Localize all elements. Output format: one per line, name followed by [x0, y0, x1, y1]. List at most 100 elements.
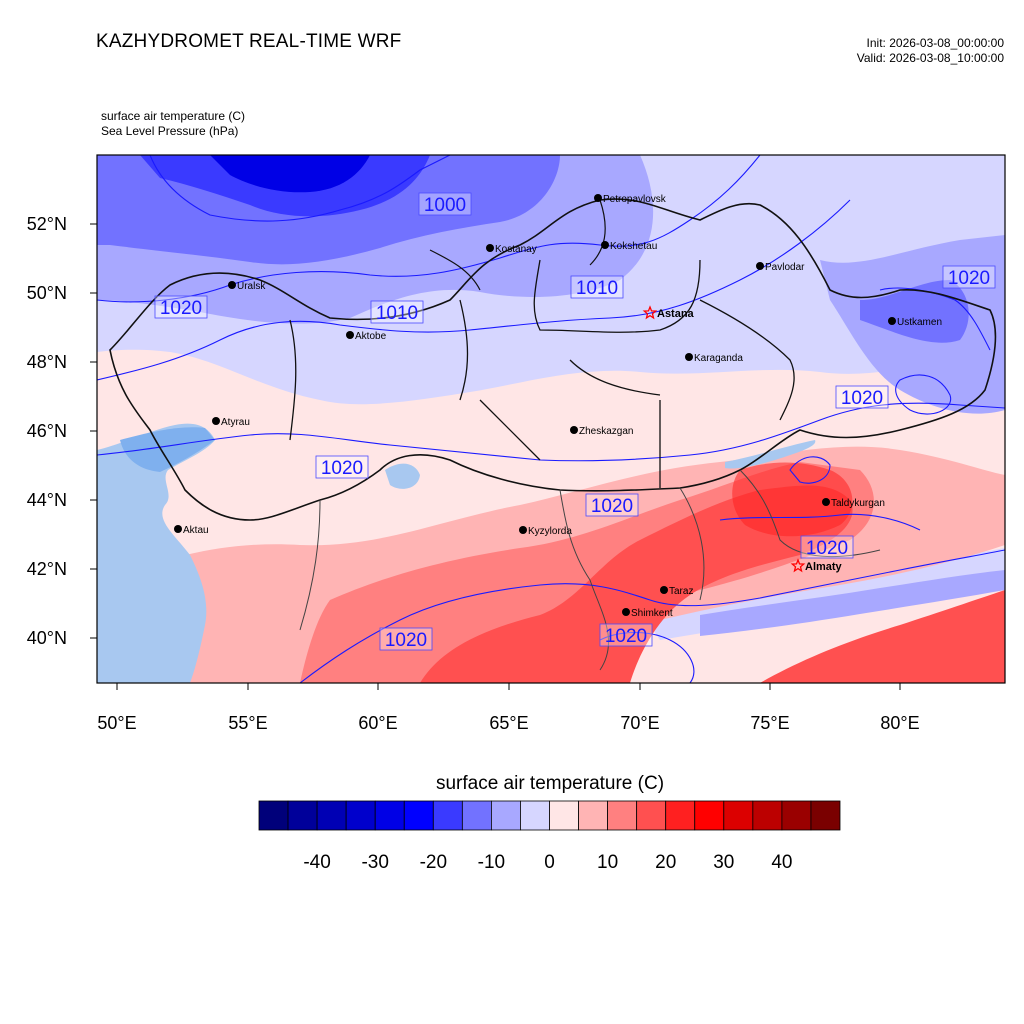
city-markers: Petropavlovsk Kostanay Kokshetau Pavlodar Ur… [174, 194, 942, 619]
isobar-label: 1020 [948, 268, 990, 289]
city-label: Shimkent [631, 608, 673, 619]
map-axes: 50°E 55°E 60°E 65°E 70°E 75°E 80°E 52°N 50°N 48°N… [27, 214, 920, 733]
isobar-label-box [379, 627, 433, 651]
city-label: Taldykurgan [831, 498, 885, 509]
isobar-label: 1020 [605, 626, 647, 647]
isobar-label: 1020 [806, 538, 848, 559]
borders [109, 198, 997, 671]
lat-tick-label: 44°N [27, 490, 67, 510]
city-label: Pavlodar [765, 262, 805, 273]
city-dot [594, 194, 602, 202]
colorbar-swatch [432, 800, 463, 831]
city-label: Taraz [669, 586, 693, 597]
isobar-label-box [585, 493, 639, 517]
lat-tick-label: 50°N [27, 283, 67, 303]
city-label: Aktobe [355, 331, 387, 342]
isobar-label-box [942, 265, 996, 289]
city-label: Karaganda [694, 353, 743, 364]
city-dot [822, 498, 830, 506]
lat-tick-label: 46°N [27, 421, 67, 441]
colorbar-tick-label: 10 [597, 852, 618, 873]
isobar-label-box [835, 385, 889, 409]
lon-tick-label: 80°E [880, 713, 919, 733]
city-dot [519, 526, 527, 534]
city-dot [228, 281, 236, 289]
city-label: Uralsk [237, 281, 266, 292]
colorbar-tick-label: 30 [713, 852, 734, 873]
city-label: Atyrau [221, 417, 250, 428]
colorbar-swatch [490, 800, 521, 831]
city-dot [486, 244, 494, 252]
colorbar-swatch [258, 800, 289, 831]
map-frame [96, 154, 1006, 684]
colorbar-swatch [345, 800, 376, 831]
isobar-label: 1020 [321, 458, 363, 479]
isobar-label-box [370, 300, 424, 324]
city-label: Ustkamen [897, 317, 942, 328]
isobar-label: 1010 [576, 278, 618, 299]
init-time: Init: 2026-03-08_00:00:00 [866, 36, 1004, 50]
lat-tick-label: 48°N [27, 352, 67, 372]
lat-tick-label: 42°N [27, 559, 67, 579]
run-times: Init: 2026-03-08_00:00:00 Valid: 2026-03… [857, 36, 1004, 66]
isobar-label-box [418, 192, 472, 216]
isobar-label: 1020 [591, 496, 633, 517]
colorbar-tick-label: -10 [478, 852, 505, 873]
colorbar-tick-label: -40 [303, 852, 330, 873]
city-dot [660, 586, 668, 594]
city-label: Almaty [805, 561, 843, 573]
colorbar-swatch [752, 800, 783, 831]
city-dot [622, 608, 630, 616]
temperature-field [97, 155, 1005, 683]
colorbar-swatch [374, 800, 405, 831]
city-dot [346, 331, 354, 339]
isobar-label: 1000 [424, 195, 466, 216]
colorbar-swatch [665, 800, 696, 831]
city-dot [888, 317, 896, 325]
city-label: Astana [657, 308, 695, 320]
colorbar-swatch [694, 800, 725, 831]
colorbar-swatch [781, 800, 812, 831]
colorbar-tick-label: 0 [544, 852, 555, 873]
isobar-label: 1020 [841, 388, 883, 409]
valid-time: Valid: 2026-03-08_10:00:00 [856, 51, 1004, 65]
city-dot [570, 426, 578, 434]
colorbar-swatch [287, 800, 318, 831]
city-dot [601, 241, 609, 249]
colorbar-swatch [461, 800, 492, 831]
colorbar-tick-label: 40 [771, 852, 792, 873]
lon-tick-label: 70°E [620, 713, 659, 733]
field-label-pressure: Sea Level Pressure (hPa) [101, 124, 239, 138]
colorbar-tick-label: -20 [420, 852, 447, 873]
colorbar-tick-label: -30 [361, 852, 388, 873]
map-title: KAZHYDROMET REAL-TIME WRF [96, 31, 402, 52]
capital-star-icon [642, 305, 658, 320]
colorbar-swatch [520, 800, 550, 831]
city-dot [174, 525, 182, 533]
capital-star-icon [790, 558, 806, 573]
colorbar-swatch [403, 800, 434, 831]
city-label: Kokshetau [610, 241, 657, 252]
city-label: Kyzylorda [528, 526, 572, 537]
lon-tick-label: 75°E [750, 713, 789, 733]
temperature-colorbar: -40 -30 -20 -10 0 10 20 30 40 [258, 800, 841, 873]
isobar-label: 1010 [376, 303, 418, 324]
lon-tick-label: 60°E [358, 713, 397, 733]
isobar-labels: 1000 1010 1010 1020 1020 1020 1020 1020 1020 1020… [154, 192, 996, 651]
lon-tick-label: 65°E [489, 713, 528, 733]
colorbar-swatch [578, 800, 608, 831]
colorbar-swatch [607, 800, 638, 831]
city-dot [212, 417, 220, 425]
isobar-label: 1020 [160, 298, 202, 319]
isobar-label-box [315, 455, 369, 479]
city-label: Aktau [183, 525, 209, 536]
lat-tick-label: 40°N [27, 628, 67, 648]
colorbar-swatch [810, 800, 841, 831]
city-dot [756, 262, 764, 270]
isobar-label-box [599, 623, 653, 647]
lat-tick-label: 52°N [27, 214, 67, 234]
field-label-temperature: surface air temperature (C) [101, 109, 246, 123]
colorbar-title: surface air temperature (C) [435, 773, 665, 794]
city-label: Kostanay [495, 244, 537, 255]
